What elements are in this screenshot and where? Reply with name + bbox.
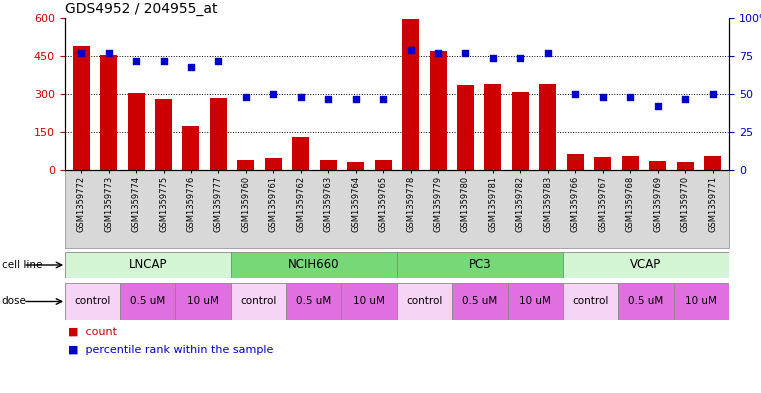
Text: 10 uM: 10 uM — [519, 296, 551, 307]
FancyBboxPatch shape — [618, 283, 673, 320]
Point — [349, 95, 361, 102]
Point — [624, 94, 636, 100]
FancyBboxPatch shape — [452, 283, 508, 320]
Text: control: control — [406, 296, 443, 307]
Bar — [402, 19, 419, 170]
FancyBboxPatch shape — [65, 252, 231, 278]
Bar — [292, 137, 309, 170]
Bar — [540, 84, 556, 170]
Text: dose: dose — [2, 296, 27, 307]
Point — [75, 50, 88, 56]
Point — [377, 95, 389, 102]
Bar — [210, 98, 227, 170]
Point — [679, 95, 691, 102]
Point — [212, 57, 224, 64]
Point — [542, 50, 554, 56]
Bar — [374, 160, 392, 170]
Point — [158, 57, 170, 64]
Point — [569, 91, 581, 97]
Point — [322, 95, 334, 102]
Point — [185, 64, 197, 70]
Text: PC3: PC3 — [469, 259, 491, 272]
Text: GDS4952 / 204955_at: GDS4952 / 204955_at — [65, 2, 217, 16]
Point — [432, 50, 444, 56]
Text: 10 uM: 10 uM — [353, 296, 385, 307]
FancyBboxPatch shape — [563, 283, 618, 320]
FancyBboxPatch shape — [673, 283, 729, 320]
Text: LNCAP: LNCAP — [129, 259, 167, 272]
Point — [295, 94, 307, 100]
Text: NCIH660: NCIH660 — [288, 259, 339, 272]
Text: 0.5 uM: 0.5 uM — [462, 296, 498, 307]
Point — [487, 54, 499, 61]
Bar — [429, 51, 447, 170]
Point — [240, 94, 252, 100]
Bar — [347, 162, 365, 170]
Point — [597, 94, 609, 100]
Bar — [594, 157, 611, 170]
Bar — [649, 161, 666, 170]
Bar — [704, 156, 721, 170]
Bar — [677, 162, 693, 170]
Point — [706, 91, 718, 97]
FancyBboxPatch shape — [231, 283, 286, 320]
Bar — [100, 55, 117, 170]
Text: control: control — [572, 296, 609, 307]
Bar — [128, 94, 145, 170]
Text: 10 uM: 10 uM — [187, 296, 219, 307]
FancyBboxPatch shape — [563, 252, 729, 278]
Bar — [320, 160, 336, 170]
Bar — [622, 156, 638, 170]
FancyBboxPatch shape — [65, 283, 120, 320]
Bar — [485, 84, 501, 170]
Point — [130, 57, 142, 64]
FancyBboxPatch shape — [286, 283, 342, 320]
Text: ■  percentile rank within the sample: ■ percentile rank within the sample — [68, 345, 274, 354]
FancyBboxPatch shape — [120, 283, 175, 320]
Bar — [237, 160, 254, 170]
FancyBboxPatch shape — [508, 283, 563, 320]
FancyBboxPatch shape — [342, 283, 397, 320]
Text: control: control — [240, 296, 277, 307]
FancyBboxPatch shape — [231, 252, 397, 278]
Point — [514, 54, 527, 61]
Bar — [512, 92, 529, 170]
Point — [267, 91, 279, 97]
Point — [405, 47, 417, 53]
Text: VCAP: VCAP — [630, 259, 661, 272]
Point — [651, 103, 664, 109]
Bar — [265, 158, 282, 170]
Bar — [155, 99, 172, 170]
Point — [103, 50, 115, 56]
Bar — [567, 154, 584, 170]
Bar — [72, 46, 90, 170]
FancyBboxPatch shape — [397, 252, 563, 278]
FancyBboxPatch shape — [175, 283, 231, 320]
Text: 10 uM: 10 uM — [686, 296, 718, 307]
Text: ■  count: ■ count — [68, 327, 117, 337]
FancyBboxPatch shape — [397, 283, 452, 320]
Text: 0.5 uM: 0.5 uM — [296, 296, 332, 307]
Text: 0.5 uM: 0.5 uM — [130, 296, 165, 307]
Bar — [183, 127, 199, 170]
Point — [460, 50, 472, 56]
Text: control: control — [74, 296, 110, 307]
Text: cell line: cell line — [2, 260, 42, 270]
Text: 0.5 uM: 0.5 uM — [629, 296, 664, 307]
Bar — [457, 85, 474, 170]
